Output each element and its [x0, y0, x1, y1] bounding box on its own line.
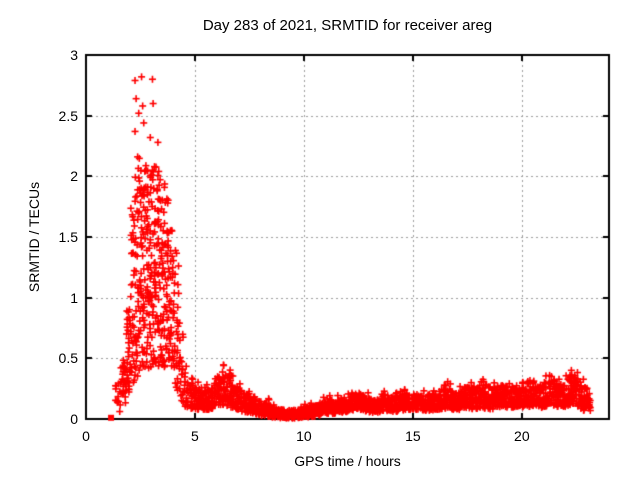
- x-tick-label: 15: [405, 428, 421, 444]
- x-axis-title: GPS time / hours: [294, 453, 401, 469]
- y-tick-label: 0.5: [58, 350, 78, 367]
- chart-title: Day 283 of 2021, SRMTID for receiver are…: [202, 17, 493, 34]
- y-tick-label: 0: [70, 411, 78, 427]
- y-tick-label: 3: [70, 47, 78, 63]
- y-tick-label: 1: [70, 289, 78, 306]
- y-tick-label: 2.5: [58, 107, 78, 124]
- x-tick-label: 5: [191, 428, 199, 444]
- y-tick-label: 2: [70, 168, 78, 185]
- y-tick-label: 1.5: [58, 229, 78, 245]
- x-tick-label: 20: [514, 428, 530, 444]
- x-tick-label: 0: [82, 428, 90, 444]
- x-tick-label: 10: [296, 428, 312, 444]
